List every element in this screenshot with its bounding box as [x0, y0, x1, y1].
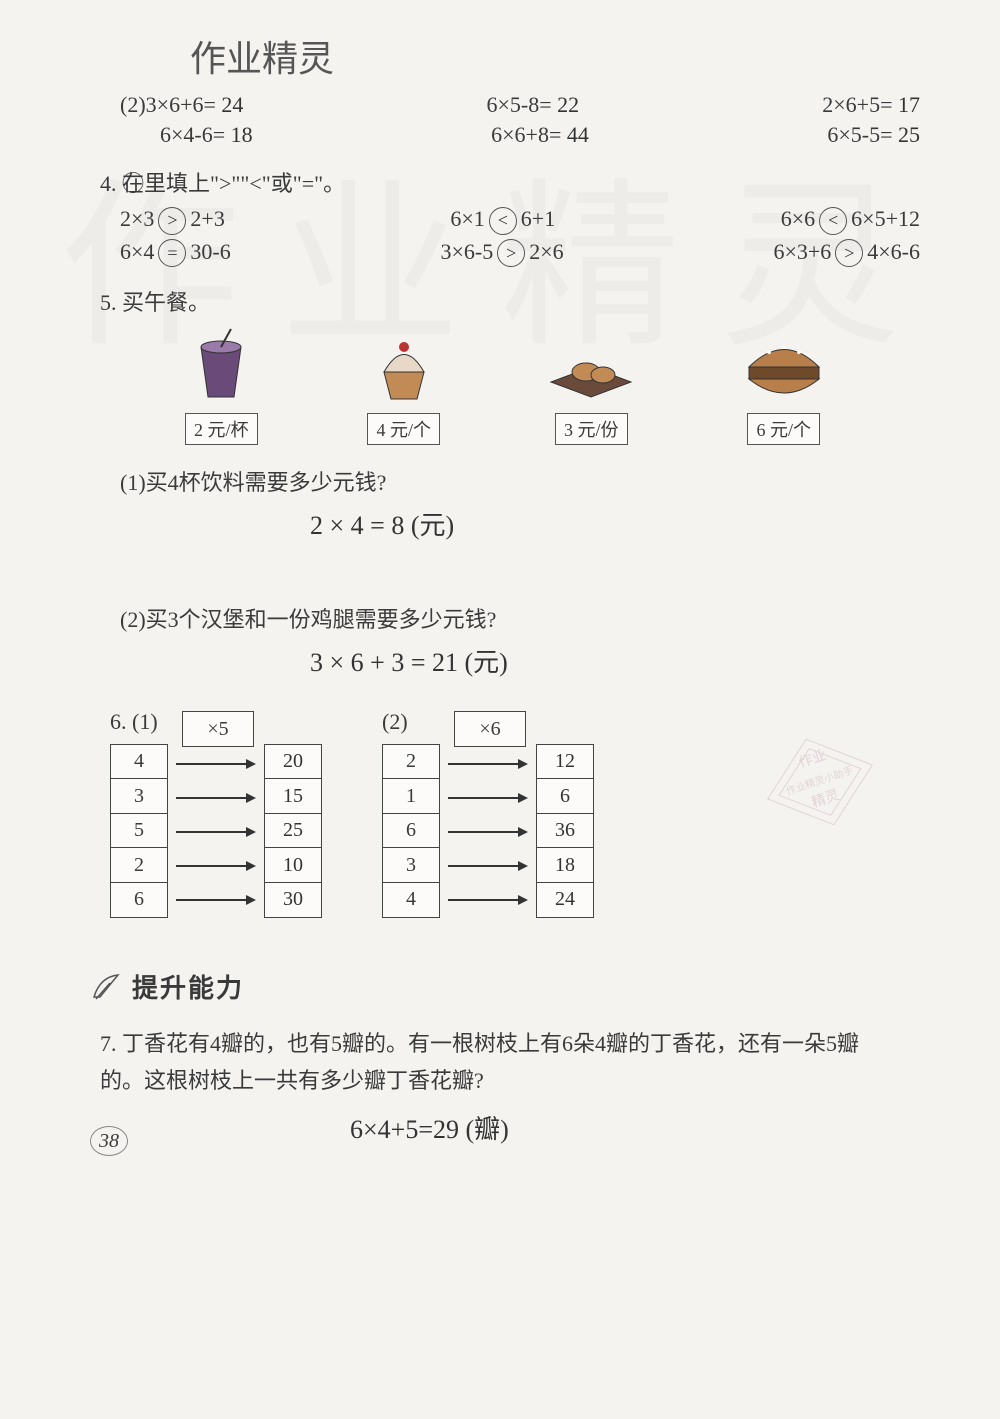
- table-in-cell: 3: [382, 847, 440, 883]
- table-out-cell: 30: [264, 882, 322, 918]
- table-in-cell: 4: [110, 744, 168, 780]
- table-in-cell: 5: [110, 813, 168, 849]
- arrow-icon: [448, 788, 528, 808]
- arrow-icon: [176, 788, 256, 808]
- svg-text:精灵: 精灵: [810, 787, 842, 811]
- arrow-icon: [448, 890, 528, 910]
- table-in-cell: 6: [110, 882, 168, 918]
- arrow-icon: [176, 822, 256, 842]
- q5-title: 5. 买午餐。: [100, 285, 920, 317]
- leaf-icon: [90, 969, 124, 1003]
- svg-text:作业: 作业: [797, 747, 829, 771]
- lunch-burger: 6 元/个: [734, 327, 834, 445]
- table-out-cell: 25: [264, 813, 322, 849]
- q5-sub2: (2)买3个汉堡和一份鸡腿需要多少元钱?: [120, 602, 920, 634]
- section-heading: 提升能力: [90, 968, 920, 1005]
- price-label: 6 元/个: [747, 413, 820, 445]
- lunch-chicken: 3 元/份: [541, 327, 641, 445]
- chicken-icon: [541, 327, 641, 407]
- compare-circle: =: [158, 239, 186, 267]
- lunch-items: 2 元/杯 4 元/个 3 元/份: [130, 327, 880, 445]
- table-out-cell: 12: [536, 744, 594, 780]
- table-in-cell: 3: [110, 778, 168, 814]
- q5-sub1-answer: 2 × 4 = 8 (元): [310, 505, 920, 542]
- header-watermark: 作业精灵: [190, 30, 920, 82]
- table-op: ×6: [454, 711, 526, 747]
- arrow-icon: [448, 754, 528, 774]
- table-in-cell: 1: [382, 778, 440, 814]
- table-in-cell: 2: [382, 744, 440, 780]
- burger-icon: [734, 327, 834, 407]
- price-label: 4 元/个: [367, 413, 440, 445]
- arrow-icon: [176, 890, 256, 910]
- arrow-icon: [176, 754, 256, 774]
- compare-circle: >: [158, 207, 186, 235]
- lunch-cupcake: 4 元/个: [359, 327, 449, 445]
- q7-answer: 6×4+5=29 (瓣): [350, 1109, 920, 1146]
- drink-icon: [176, 327, 266, 407]
- table-op: ×5: [182, 711, 254, 747]
- compare-circle: <: [489, 207, 517, 235]
- table-in-cell: 2: [110, 847, 168, 883]
- stamp-watermark: 作业 作业精灵小助手 精灵: [760, 732, 880, 832]
- table-in-cell: 6: [382, 813, 440, 849]
- mult-table-2: ×6 2 1 6 3 4: [382, 711, 594, 918]
- mult-table-1: ×5 4 3 5 2 6: [110, 711, 322, 918]
- svg-text:作业精灵小助手: 作业精灵小助手: [784, 764, 855, 798]
- arrow-icon: [448, 822, 528, 842]
- price-label: 3 元/份: [555, 413, 628, 445]
- table-out-cell: 6: [536, 778, 594, 814]
- table-out-cell: 18: [536, 847, 594, 883]
- arrow-icon: [176, 856, 256, 876]
- table-out-cell: 36: [536, 813, 594, 849]
- lunch-drink: 2 元/杯: [176, 327, 266, 445]
- table-out-cell: 15: [264, 778, 322, 814]
- q2-row-2: 6×4-6= 18 6×6+8= 44 6×5-5= 25: [160, 122, 920, 148]
- compare-circle: <: [819, 207, 847, 235]
- q7-text: 7. 丁香花有4瓣的，也有5瓣的。有一根树枝上有6朵4瓣的丁香花，还有一朵5瓣的…: [100, 1025, 900, 1100]
- q4-prompt: 4. 在⃝里填上">""<"或"="。: [100, 166, 920, 198]
- q4-row-2: 6×4=30-6 3×6-5>2×6 6×3+6>4×6-6: [120, 239, 920, 268]
- q2-label: (2): [120, 92, 146, 117]
- q5-sub2-answer: 3 × 6 + 3 = 21 (元): [310, 642, 920, 679]
- table-in-cell: 4: [382, 882, 440, 918]
- cupcake-icon: [359, 327, 449, 407]
- q4-row-1: 2×3>2+3 6×1<6+1 6×6<6×5+12: [120, 206, 920, 235]
- table-out-cell: 10: [264, 847, 322, 883]
- table-out-cell: 20: [264, 744, 322, 780]
- q5-sub1: (1)买4杯饮料需要多少元钱?: [120, 465, 920, 497]
- compare-circle: >: [497, 239, 525, 267]
- compare-circle: >: [835, 239, 863, 267]
- arrow-icon: [448, 856, 528, 876]
- table-out-cell: 24: [536, 882, 594, 918]
- price-label: 2 元/杯: [185, 413, 258, 445]
- q2-row-1: (2)3×6+6= 24 6×5-8= 22 2×6+5= 17: [120, 92, 920, 118]
